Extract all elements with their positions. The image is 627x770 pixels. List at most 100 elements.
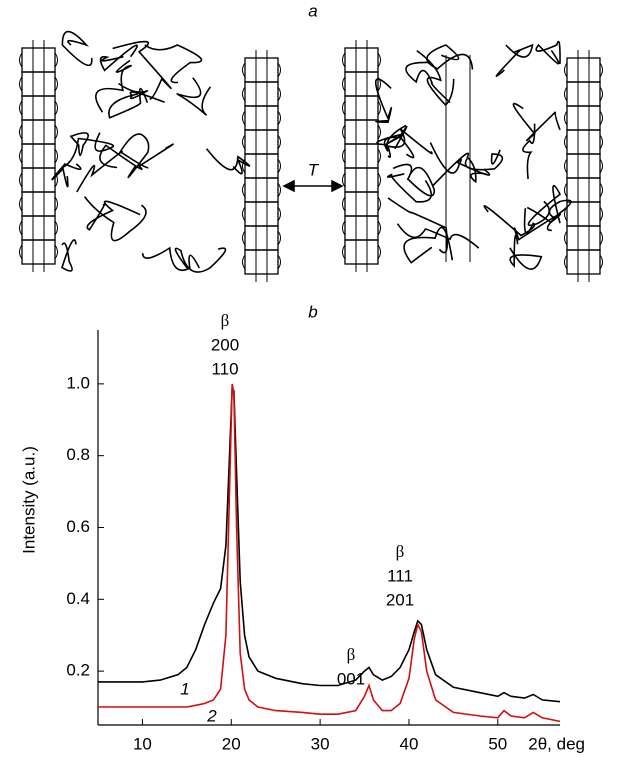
chain xyxy=(61,239,77,272)
chain xyxy=(86,200,141,231)
lamella-fold xyxy=(564,206,603,222)
chain xyxy=(144,44,203,84)
y-tick-label: 0.4 xyxy=(66,589,90,608)
lamella-fold xyxy=(242,62,281,78)
chain xyxy=(464,149,504,171)
chain xyxy=(483,205,536,237)
lamella-fold xyxy=(242,254,281,270)
chain xyxy=(51,163,82,188)
lamella-fold xyxy=(19,244,58,260)
lamella-cell xyxy=(21,143,56,169)
lamella-fold xyxy=(19,52,58,68)
lamella-cell xyxy=(566,81,601,107)
lamella-fold xyxy=(564,110,603,126)
lamella-fold xyxy=(19,124,58,140)
lamella-cell xyxy=(21,95,56,121)
lamella-fold xyxy=(242,86,281,102)
x-axis-label: 2θ, deg xyxy=(528,734,585,753)
chain xyxy=(119,133,150,179)
chain xyxy=(416,49,455,107)
lamella-fold xyxy=(19,148,58,164)
lamella-fold xyxy=(342,148,381,164)
lamella-fold xyxy=(564,182,603,198)
chain xyxy=(141,246,201,272)
chain xyxy=(108,87,149,119)
series-line xyxy=(98,387,561,703)
chain xyxy=(374,78,393,124)
lamella-fold xyxy=(19,196,58,212)
chain xyxy=(376,125,408,150)
chain xyxy=(99,143,174,171)
chain xyxy=(512,102,561,142)
lamella-cell xyxy=(344,239,379,265)
lamella-fold xyxy=(564,62,603,78)
lamella-cell xyxy=(566,153,601,179)
chain xyxy=(386,128,433,159)
lamella-cell xyxy=(566,105,601,131)
chain xyxy=(99,44,138,72)
lamella-cell xyxy=(21,47,56,73)
chain xyxy=(396,223,480,249)
lamella-cell xyxy=(344,191,379,217)
chain xyxy=(509,234,543,270)
lamella-cell xyxy=(344,71,379,97)
lamella-cell xyxy=(344,143,379,169)
chain xyxy=(61,30,93,67)
y-tick-label: 0.2 xyxy=(66,661,90,680)
chain xyxy=(83,196,147,242)
x-tick-label: 40 xyxy=(400,734,419,753)
lamella-cell xyxy=(244,177,279,203)
panel-label: a xyxy=(308,1,317,20)
chain xyxy=(383,124,415,159)
chain xyxy=(386,173,433,203)
lamella-fold xyxy=(342,100,381,116)
chain xyxy=(174,247,227,273)
lamella-cell xyxy=(21,71,56,97)
chain xyxy=(392,163,436,197)
x-tick-label: 30 xyxy=(311,734,330,753)
chain xyxy=(403,226,454,264)
lamella-cell xyxy=(244,201,279,227)
lamella-cell xyxy=(566,249,601,275)
chain xyxy=(535,40,561,65)
series-line xyxy=(98,383,561,723)
lamella-fold xyxy=(564,254,603,270)
lamella-fold xyxy=(19,100,58,116)
x-tick-label: 10 xyxy=(133,734,152,753)
lamella-fold xyxy=(242,182,281,198)
chain xyxy=(432,152,487,187)
panel-label: b xyxy=(308,302,317,321)
chain xyxy=(118,82,165,104)
lamella-cell xyxy=(244,249,279,275)
y-tick-label: 0.8 xyxy=(66,445,90,464)
chain xyxy=(176,77,212,116)
lamella-cell xyxy=(244,105,279,131)
lamella-fold xyxy=(242,134,281,150)
series-label: 1 xyxy=(180,679,189,698)
lamella-fold xyxy=(342,124,381,140)
lamella-fold xyxy=(342,52,381,68)
chain xyxy=(76,150,149,193)
chain xyxy=(527,184,562,227)
lamella-cell xyxy=(566,201,601,227)
lamella-cell xyxy=(21,167,56,193)
peak-label: 200 xyxy=(211,335,239,354)
chain xyxy=(112,40,172,101)
lamella-fold xyxy=(564,134,603,150)
lamella-fold xyxy=(342,220,381,236)
lamella-cell xyxy=(244,57,279,83)
lamella-cell xyxy=(566,57,601,83)
lamella-fold xyxy=(342,196,381,212)
lamella-fold xyxy=(342,76,381,92)
lamella-fold xyxy=(342,244,381,260)
chain xyxy=(495,43,534,77)
peak-label: 001 xyxy=(337,669,365,688)
lamella-fold xyxy=(242,110,281,126)
lamella-cell xyxy=(21,191,56,217)
peak-label: 201 xyxy=(386,590,414,609)
chain xyxy=(69,132,89,157)
lamella-fold xyxy=(19,220,58,236)
peak-label: β xyxy=(396,542,405,561)
lamella-fold xyxy=(19,76,58,92)
